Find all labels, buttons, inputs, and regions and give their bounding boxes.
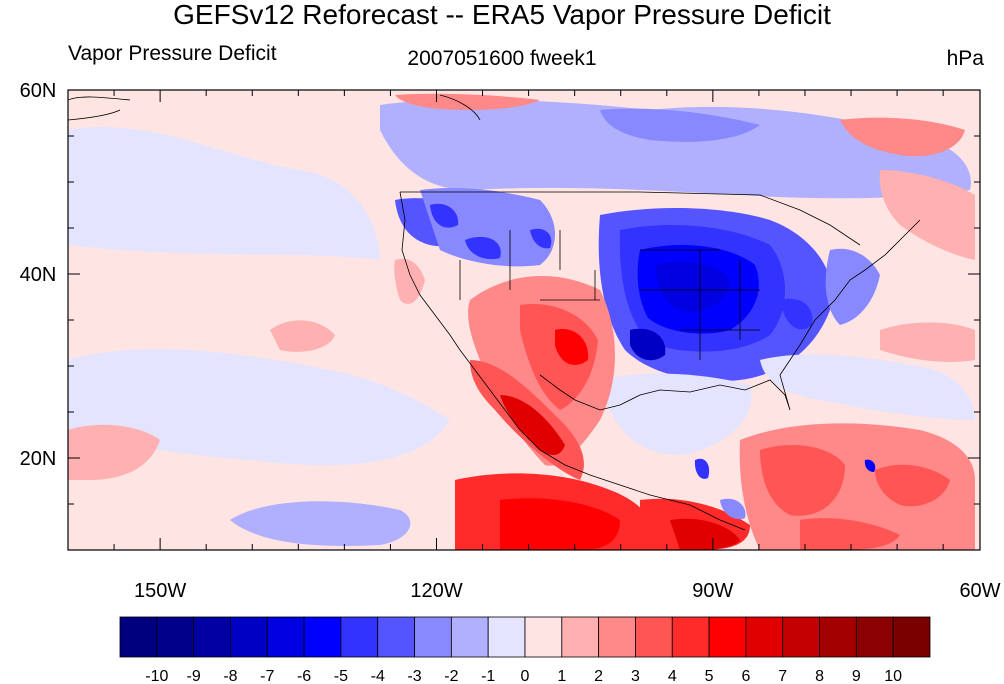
colorbar-label: -4 [371, 668, 385, 684]
colorbar-swatch [487, 616, 526, 658]
lat-label: 20N [20, 448, 57, 470]
colorbar-swatch [340, 616, 379, 658]
colorbar-label: -8 [223, 668, 237, 684]
colorbar-swatch [193, 616, 231, 658]
colorbar-label: 4 [668, 668, 677, 684]
colorbar-swatch [708, 616, 747, 658]
colorbar-swatch [303, 616, 342, 658]
colorbar-swatch [782, 616, 820, 658]
lon-label: 150W [134, 580, 186, 602]
colorbar-swatch [745, 616, 784, 658]
colorbar-swatch [671, 616, 710, 658]
colorbar-swatch [892, 616, 931, 658]
colorbar-swatch [156, 616, 195, 658]
lon-label: 90W [692, 580, 733, 602]
colorbar-label: 8 [815, 668, 824, 684]
colorbar-swatch [635, 616, 673, 658]
map-title: GEFSv12 Reforecast -- ERA5 Vapor Pressur… [173, 0, 831, 30]
lat-label: 40N [20, 264, 57, 286]
anomaly-field [68, 90, 980, 550]
colorbar-swatch [266, 616, 305, 658]
colorbar-label: -6 [297, 668, 311, 684]
colorbar-label: -2 [444, 668, 458, 684]
colorbar-label: 3 [631, 668, 640, 684]
colorbar-label: -10 [145, 668, 168, 684]
colorbar-swatch [855, 616, 894, 658]
colorbar-label: -3 [407, 668, 421, 684]
colorbar-label: 7 [778, 668, 787, 684]
colorbar: -10 -9 -8 -7 -6 -5 -4 -3 -2 -1 0 1 2 3 4 5 6 7 8 9 10 [119, 616, 931, 684]
colorbar-swatch [414, 616, 452, 658]
colorbar-swatch [377, 616, 415, 658]
colorbar-swatch [450, 616, 489, 658]
date-label: 2007051600 fweek1 [407, 47, 597, 70]
colorbar-swatch [230, 616, 268, 658]
colorbar-swatch [598, 616, 636, 658]
variable-label: Vapor Pressure Deficit [68, 42, 277, 65]
colorbar-label: 6 [741, 668, 750, 684]
colorbar-label: 9 [852, 668, 861, 684]
coastlines [68, 94, 921, 531]
units-label: hPa [946, 47, 984, 70]
colorbar-label: 10 [884, 668, 902, 684]
colorbar-label: 5 [705, 668, 714, 684]
lat-label: 60N [20, 80, 57, 102]
colorbar-label: -5 [334, 668, 348, 684]
longitude-axis: 150W 120W 90W 60W [113, 90, 1001, 602]
colorbar-label: 1 [557, 668, 566, 684]
colorbar-label: -9 [187, 668, 201, 684]
colorbar-swatch [819, 616, 857, 658]
colorbar-label: -1 [481, 668, 495, 684]
lon-label: 60W [959, 580, 1000, 602]
colorbar-swatch [561, 616, 600, 658]
colorbar-label: 0 [521, 668, 530, 684]
colorbar-label: -7 [260, 668, 274, 684]
latitude-axis: 60N 40N 20N [20, 80, 980, 551]
colorbar-label: 2 [594, 668, 603, 684]
lon-label: 120W [410, 580, 462, 602]
colorbar-swatch [524, 616, 563, 658]
colorbar-swatch [119, 616, 158, 658]
